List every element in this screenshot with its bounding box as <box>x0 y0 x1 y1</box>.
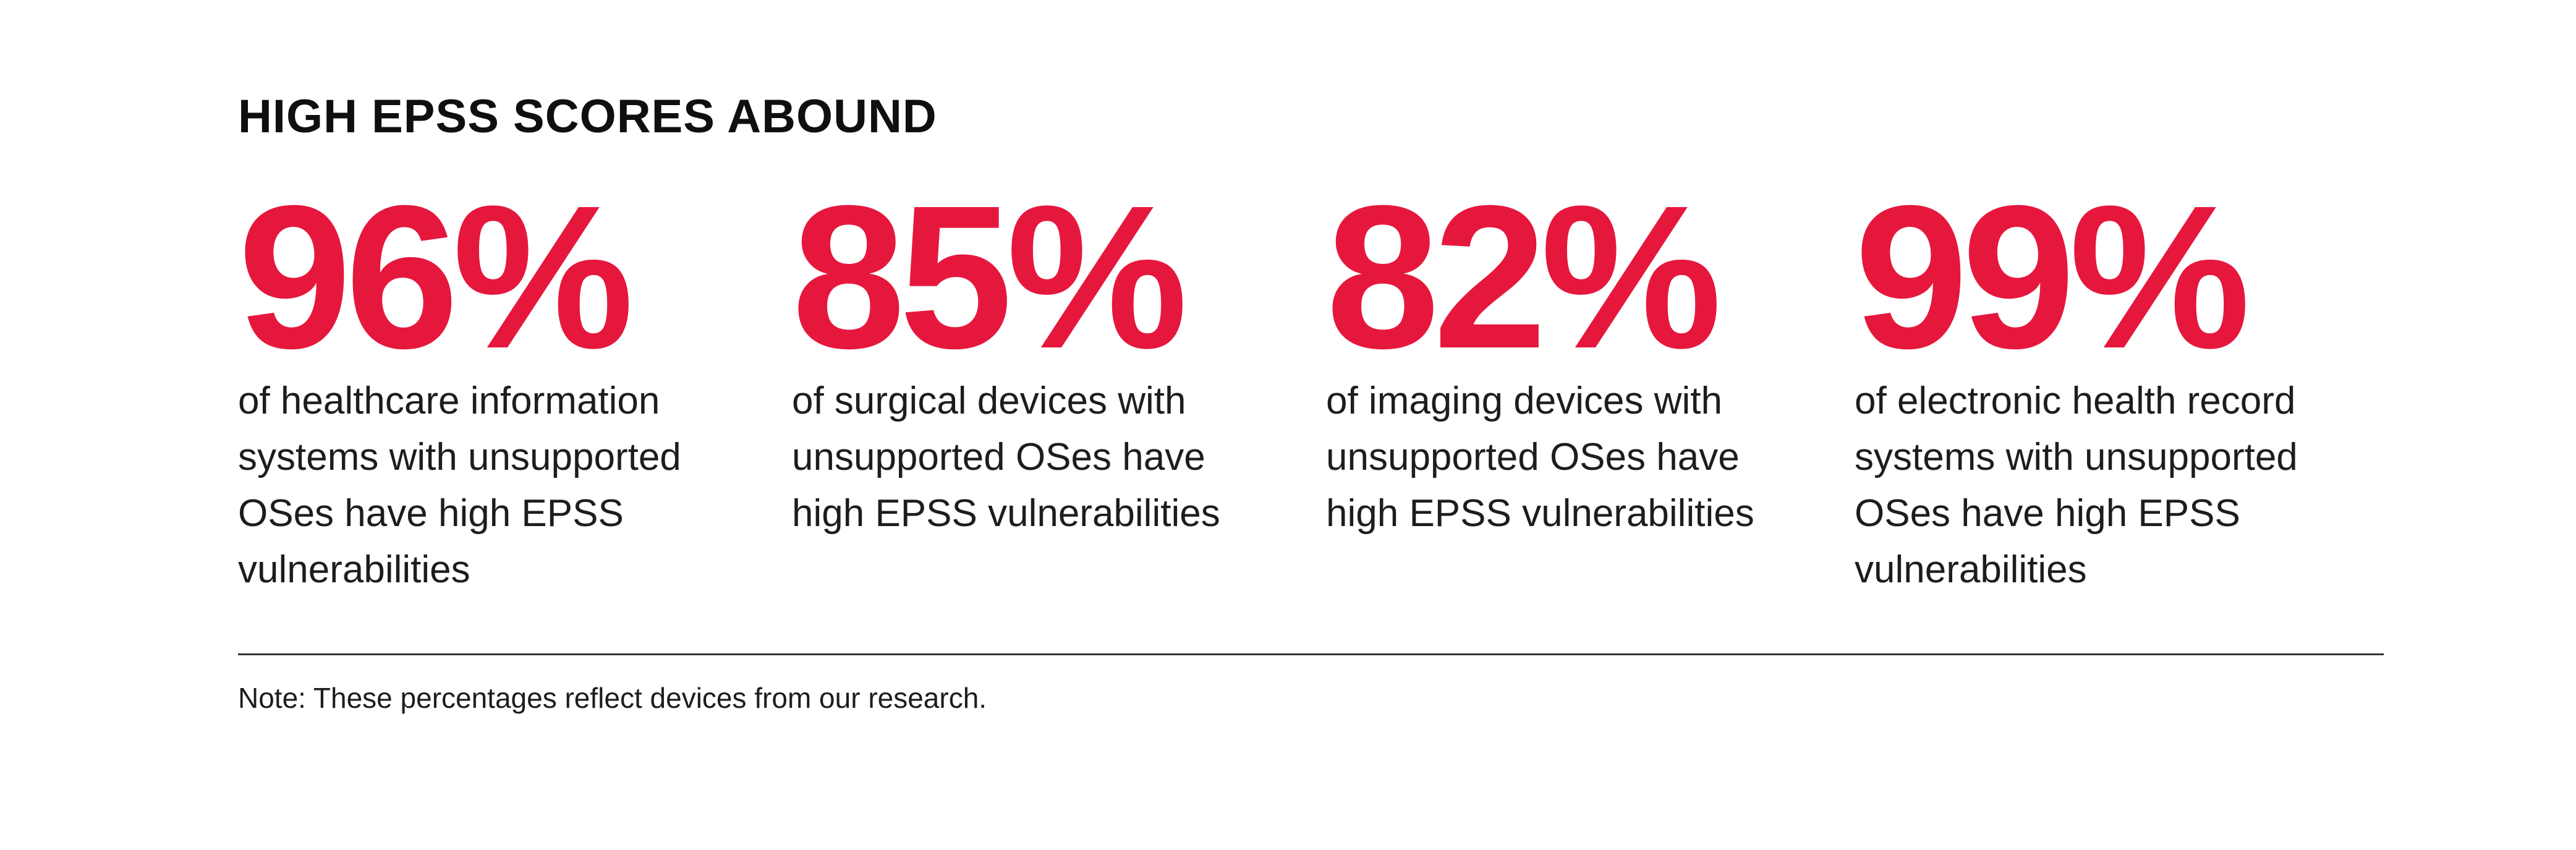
stat-value: 96% <box>238 163 634 391</box>
stat-description-line: systems with unsupported <box>238 436 681 478</box>
stat-description-line: OSes have high EPSS <box>1855 492 2240 535</box>
stat-value: 85% <box>792 163 1188 391</box>
footnote: Note: These percentages reflect devices … <box>238 682 987 714</box>
stat-description-line: OSes have high EPSS <box>238 492 624 535</box>
horizontal-divider <box>238 653 2384 655</box>
stat-description-line: vulnerabilities <box>1855 548 2087 591</box>
stat-description-line: of healthcare information <box>238 380 660 422</box>
stat-description: of healthcare information systems with u… <box>238 373 757 598</box>
stat-description-line: vulnerabilities <box>238 548 470 591</box>
stat-description-line: systems with unsupported <box>1855 436 2298 478</box>
stat-description-line: high EPSS vulnerabilities <box>1326 492 1754 535</box>
stat-description-line: high EPSS vulnerabilities <box>792 492 1220 535</box>
stat-value: 82% <box>1326 163 1722 391</box>
stat-description-line: unsupported OSes have <box>1326 436 1740 478</box>
stat-description-line: of electronic health record <box>1855 380 2296 422</box>
stat-description-line: unsupported OSes have <box>792 436 1205 478</box>
stat-description: of imaging devices with unsupported OSes… <box>1326 373 1845 542</box>
stat-description-line: of surgical devices with <box>792 380 1186 422</box>
stat-value: 99% <box>1855 163 2250 391</box>
page-title: HIGH EPSS SCORES ABOUND <box>238 90 937 143</box>
stat-description: of electronic health record systems with… <box>1855 373 2374 598</box>
stat-description: of surgical devices with unsupported OSe… <box>792 373 1311 542</box>
stat-description-line: of imaging devices with <box>1326 380 1722 422</box>
